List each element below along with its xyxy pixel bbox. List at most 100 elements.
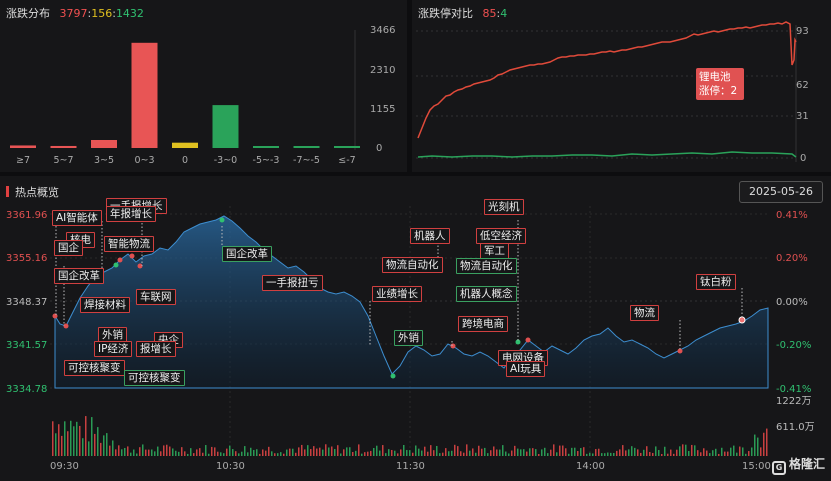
volume-bar (634, 447, 636, 456)
volume-bar (514, 445, 516, 456)
concept-tag[interactable]: 国企改革 (54, 268, 104, 284)
ratio-ytick: 0 (800, 153, 806, 164)
volume-bar (109, 445, 111, 456)
volume-bar (625, 450, 627, 456)
volume-bar (382, 445, 384, 456)
volume-bar (412, 452, 414, 456)
concept-tag[interactable]: 跨境电商 (458, 316, 508, 332)
volume-bar (577, 451, 579, 456)
concept-tag[interactable]: 车联网 (136, 289, 176, 305)
volume-bar (151, 449, 153, 456)
volume-bar (745, 453, 747, 456)
volume-bar (340, 453, 342, 456)
concept-tag[interactable]: 钛白粉 (696, 274, 736, 290)
concept-tag[interactable]: 一手报扭亏 (262, 275, 323, 291)
left-axis-label: 3334.78 (6, 384, 47, 395)
concept-tag[interactable]: IP经济 (94, 341, 133, 357)
volume-bar (262, 449, 264, 456)
volume-bar (154, 451, 156, 456)
volume-bar (670, 449, 672, 456)
volume-bar (289, 448, 291, 456)
time-axis-label: 11:30 (396, 461, 425, 472)
volume-bar (679, 446, 681, 456)
concept-tag[interactable]: 可控核聚变 (124, 370, 185, 386)
volume-bar (757, 437, 759, 456)
volume-bar (199, 448, 201, 456)
volume-bar (235, 451, 237, 456)
date-picker[interactable]: 2025-05-26 (739, 181, 823, 203)
concept-tag[interactable]: 国企改革 (222, 246, 272, 262)
concept-tag[interactable]: 低空经济 (476, 228, 526, 244)
volume-bar (364, 452, 366, 456)
volume-bar (436, 445, 438, 456)
dist-bar-label: 0~3 (134, 155, 154, 166)
concept-tag[interactable]: 智能物流 (104, 236, 154, 252)
lithium-battery-callout[interactable]: 锂电池 涨停：2 (696, 68, 744, 100)
volume-bar (85, 416, 87, 456)
volume-bar (52, 421, 54, 456)
concept-tag[interactable]: 报增长 (136, 341, 176, 357)
volume-bar (538, 453, 540, 456)
volume-bar (136, 453, 138, 456)
volume-bar (346, 447, 348, 456)
volume-bar (454, 444, 456, 456)
concept-tag[interactable]: 外销 (394, 330, 423, 346)
concept-tag[interactable]: 光刻机 (484, 199, 524, 215)
concept-tag[interactable]: 物流自动化 (382, 257, 443, 273)
volume-bar (142, 444, 144, 456)
concept-tag[interactable]: AI智能体 (52, 210, 102, 226)
concept-tag[interactable]: 国企 (54, 240, 83, 256)
volume-bar (223, 453, 225, 456)
volume-bar (337, 445, 339, 456)
dist-up-count: 3797 (59, 7, 88, 20)
volume-bar (466, 444, 468, 456)
dist-bar-label: ≤-7 (338, 155, 355, 166)
volume-bar (544, 447, 546, 456)
volume-bar (88, 441, 90, 456)
volume-bar (352, 451, 354, 456)
volume-bar (241, 451, 243, 456)
concept-tag[interactable]: 可控核聚变 (64, 360, 125, 376)
volume-bar (724, 451, 726, 456)
volume-bar (475, 452, 477, 456)
concept-tag[interactable]: 物流 (630, 305, 659, 321)
volume-bar (121, 449, 123, 456)
volume-bar (694, 445, 696, 456)
dist-down-count: 1432 (115, 7, 144, 20)
volume-bar (541, 449, 543, 456)
volume-bar (460, 451, 462, 456)
volume-bar (244, 446, 246, 456)
concept-tag[interactable]: 机器人 (410, 228, 450, 244)
dist-bar-0 (10, 145, 36, 148)
volume-bar (283, 453, 285, 456)
volume-bar (556, 452, 558, 456)
concept-tag[interactable]: 物流自动化 (456, 258, 517, 274)
volume-bar (598, 448, 600, 456)
volume-bar (490, 450, 492, 456)
volume-bar (676, 449, 678, 456)
volume-bar (529, 448, 531, 456)
volume-bar (715, 448, 717, 456)
volume-bar (427, 451, 429, 456)
volume-bar (196, 449, 198, 456)
concept-tag[interactable]: AI玩具 (506, 361, 546, 377)
volume-bar (67, 431, 69, 456)
volume-bar (511, 450, 513, 456)
volume-bar (463, 452, 465, 456)
concept-tag[interactable]: 机器人概念 (456, 286, 517, 302)
concept-tag[interactable]: 军工 (480, 243, 509, 259)
volume-bar (553, 444, 555, 456)
volume-bar (286, 449, 288, 456)
concept-tag[interactable]: 业绩增长 (372, 286, 422, 302)
volume-bar (616, 450, 618, 456)
volume-bar (217, 451, 219, 456)
volume-bar (697, 450, 699, 456)
volume-bar (100, 442, 102, 456)
volume-bar (331, 446, 333, 456)
volume-bar (202, 452, 204, 456)
volume-bar (523, 449, 525, 456)
dist-title-row: 涨跌分布 3797:156:1432 (6, 7, 144, 20)
volume-bar (430, 445, 432, 456)
concept-tag[interactable]: 年报增长 (106, 206, 156, 222)
concept-tag[interactable]: 焊接材料 (80, 297, 130, 313)
